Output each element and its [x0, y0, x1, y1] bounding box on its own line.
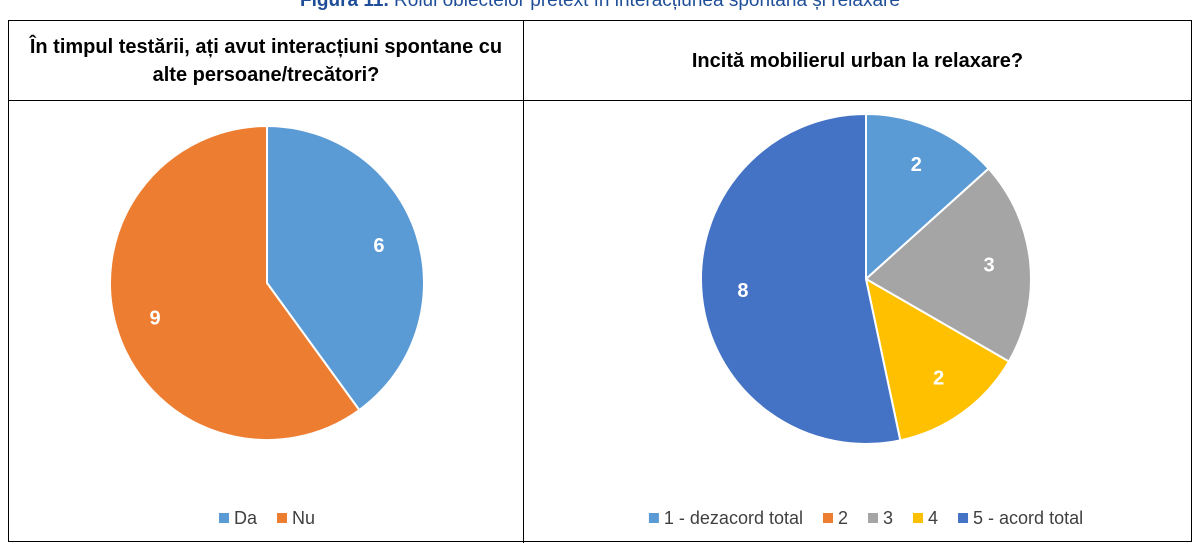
- legend-label: 4: [928, 508, 938, 528]
- legend-swatch: [958, 513, 969, 523]
- legend-swatch: [218, 513, 229, 523]
- pie-chart: 6 9 Da Nu: [109, 124, 425, 528]
- legend: Da Nu: [218, 508, 315, 528]
- pie-slice: [864, 277, 1011, 442]
- legend-label: 1 - dezacord total: [664, 508, 803, 528]
- pie-chart: 2 3 2 8 1 - dezacord total 2 3 4 5 - acord total: [648, 112, 1083, 528]
- data-label: 8: [737, 280, 748, 302]
- legend-label: 3: [883, 508, 893, 528]
- legend-swatch: [277, 513, 287, 523]
- caption: Figura 11. Rolul obiectelor pretext în i…: [0, 0, 1200, 12]
- legend-label: 2: [838, 508, 848, 528]
- data-label: 9: [149, 308, 160, 330]
- data-label: 2: [911, 154, 922, 176]
- pie-slice: [864, 167, 1032, 363]
- pie-slice: [865, 112, 991, 282]
- legend-swatch: [913, 513, 924, 523]
- caption-label: Figura 11.: [300, 0, 389, 11]
- pie-slice: [266, 124, 425, 412]
- chart-title: În timpul testării, ați avut interacțiun…: [29, 35, 503, 86]
- legend-swatch: [868, 513, 878, 523]
- caption-text: Rolul obiectelor pretext în interacțiune…: [394, 0, 900, 11]
- legend: 1 - dezacord total 2 3 4 5 - acord total: [648, 508, 1083, 528]
- header-cell: Incită mobilierul urban la relaxare?: [524, 21, 1191, 101]
- table: În timpul testării, ați avut interacțiun…: [8, 20, 1192, 543]
- header-cell: În timpul testării, ați avut interacțiun…: [9, 21, 523, 101]
- legend-swatch: [822, 513, 833, 523]
- pie-slice: [109, 124, 361, 441]
- legend-swatch: [648, 513, 659, 523]
- data-label: 3: [984, 254, 995, 276]
- legend-label: Da: [234, 508, 258, 528]
- legend-label: 5 - acord total: [973, 508, 1083, 528]
- pie-slice: [700, 112, 902, 445]
- legend-label: Nu: [292, 508, 315, 528]
- data-label: 2: [933, 367, 944, 389]
- chart-title: Incită mobilierul urban la relaxare?: [691, 49, 1024, 72]
- data-label: 6: [373, 235, 384, 257]
- column-divider: [523, 21, 524, 543]
